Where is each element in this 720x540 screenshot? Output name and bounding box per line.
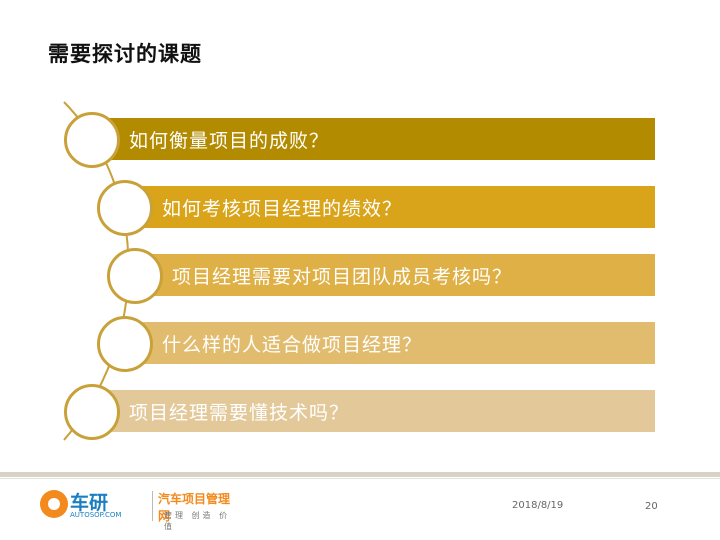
logo-site-name: 汽车项目管理网: [158, 492, 231, 523]
item-bar-1: 如何衡量项目的成败？: [92, 118, 655, 160]
item-bar-4: 什么样的人适合做项目经理？: [125, 322, 655, 364]
item-bar-3: 项目经理需要对项目团队成员考核吗？: [135, 254, 655, 296]
item-bar-2: 如何考核项目经理的绩效？: [125, 186, 655, 228]
slide-date: 2018/8/19: [512, 500, 564, 511]
logo-sub-text: AUTOSOP.COM: [70, 511, 122, 519]
item-text-1: 如何衡量项目的成败？: [129, 129, 330, 152]
page-number: 20: [645, 501, 658, 512]
item-bar-5: 项目经理需要懂技术吗？: [92, 390, 655, 432]
logo-icon: [40, 490, 68, 518]
item-marker-1: [64, 112, 120, 168]
item-marker-2: [97, 180, 153, 236]
logo-divider: [152, 491, 153, 521]
logo-main-text: 车研: [70, 492, 109, 514]
item-marker-5: [64, 384, 120, 440]
item-text-3: 项目经理需要对项目团队成员考核吗？: [172, 265, 513, 288]
logo-slogan: 管理 创造 价值: [164, 511, 231, 531]
page-title: 需要探讨的课题: [48, 42, 202, 66]
footer-divider-thin: [0, 478, 720, 479]
item-marker-3: [107, 248, 163, 304]
item-text-4: 什么样的人适合做项目经理？: [162, 333, 423, 356]
item-marker-4: [97, 316, 153, 372]
item-text-5: 项目经理需要懂技术吗？: [129, 401, 350, 424]
footer-divider: [0, 472, 720, 477]
company-logo: 车研 AUTOSOP.COM 汽车项目管理网 管理 创造 价值: [40, 488, 240, 531]
item-text-2: 如何考核项目经理的绩效？: [162, 197, 403, 220]
